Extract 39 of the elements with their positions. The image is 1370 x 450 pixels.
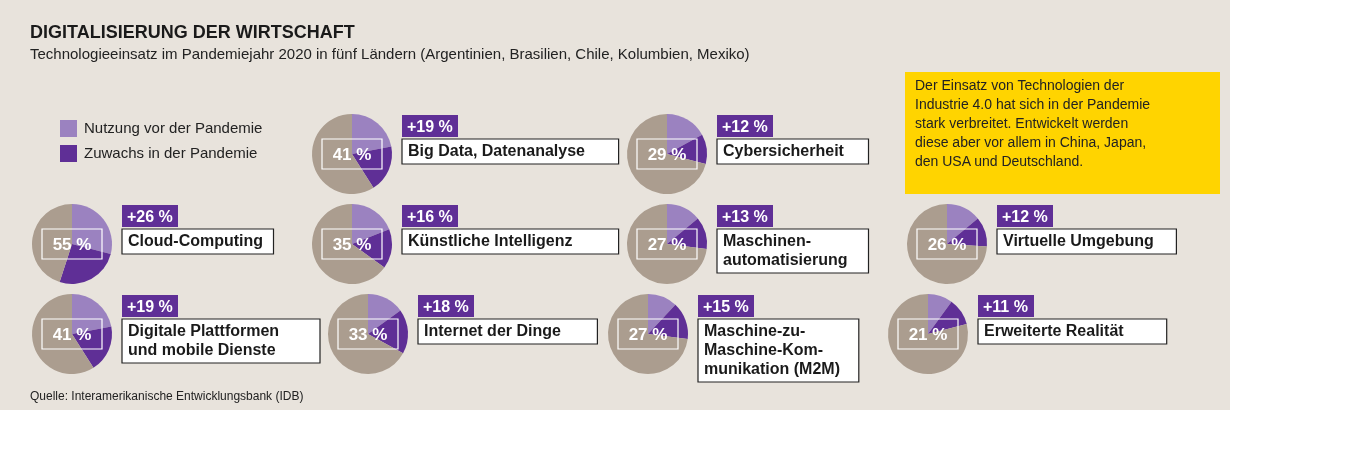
text: Big Data, Datenanalyse: [408, 142, 586, 159]
pie-slice: [312, 204, 385, 284]
text: +11 %: [983, 298, 1028, 315]
text: 41 %: [332, 145, 372, 164]
source-note: Quelle: Interamerikanische Entwicklungsbank (IDB): [30, 389, 304, 403]
text: DIGITALISIERUNG DER WIRTSCHAFT: [30, 22, 355, 42]
text: Der Einsatz von Technologien der Industrie 4.0 hat sich in der Pandemie stark verbreitet. Entwickelt werden diese aber vor allem in China, Japan, den USA und Deutschland.: [915, 77, 1151, 169]
legend-label: Nutzung vor der Pandemie: [84, 119, 263, 136]
text: +19 %: [407, 118, 453, 135]
text: Maschine-zu- Maschine-Kom- munikation (M2M): [704, 322, 840, 377]
text: +18 %: [423, 298, 469, 315]
text: +26 %: [127, 208, 173, 225]
pie-slice: [608, 294, 688, 374]
text: +16 %: [407, 208, 453, 225]
text: +12 %: [1002, 208, 1048, 225]
text: Digitale Plattformen und mobile Dienste: [128, 322, 280, 358]
text: 21 %: [908, 325, 948, 344]
text: Cybersicherheit: [723, 142, 845, 159]
text: +13 %: [722, 208, 768, 225]
pie-slice: [907, 204, 987, 284]
pie-slice: [627, 114, 706, 194]
text: 41 %: [52, 325, 92, 344]
text: 29 %: [647, 145, 687, 164]
text: Virtuelle Umgebung: [1003, 232, 1154, 249]
text: 33 %: [348, 325, 388, 344]
text: Technologieeinsatz im Pandemiejahr 2020 in fünf Ländern (Argentinien, Brasilien, Chile, Kolumbien, Mexiko): [30, 45, 750, 62]
text: +12 %: [722, 118, 768, 135]
text: Maschinen- automatisierung: [723, 232, 848, 268]
text: +19 %: [127, 298, 173, 315]
text: +15 %: [703, 298, 749, 315]
pie-slice: [627, 204, 707, 284]
text: Erweiterte Realität: [984, 322, 1125, 339]
pie-slice: [328, 294, 404, 374]
text: Cloud-Computing: [128, 232, 264, 249]
text: 35 %: [332, 235, 372, 254]
pie-slice: [888, 294, 968, 374]
text: Internet der Dinge: [424, 322, 562, 339]
legend-label: Zuwachs in der Pandemie: [84, 144, 258, 161]
text: Künstliche Intelligenz: [408, 232, 573, 249]
